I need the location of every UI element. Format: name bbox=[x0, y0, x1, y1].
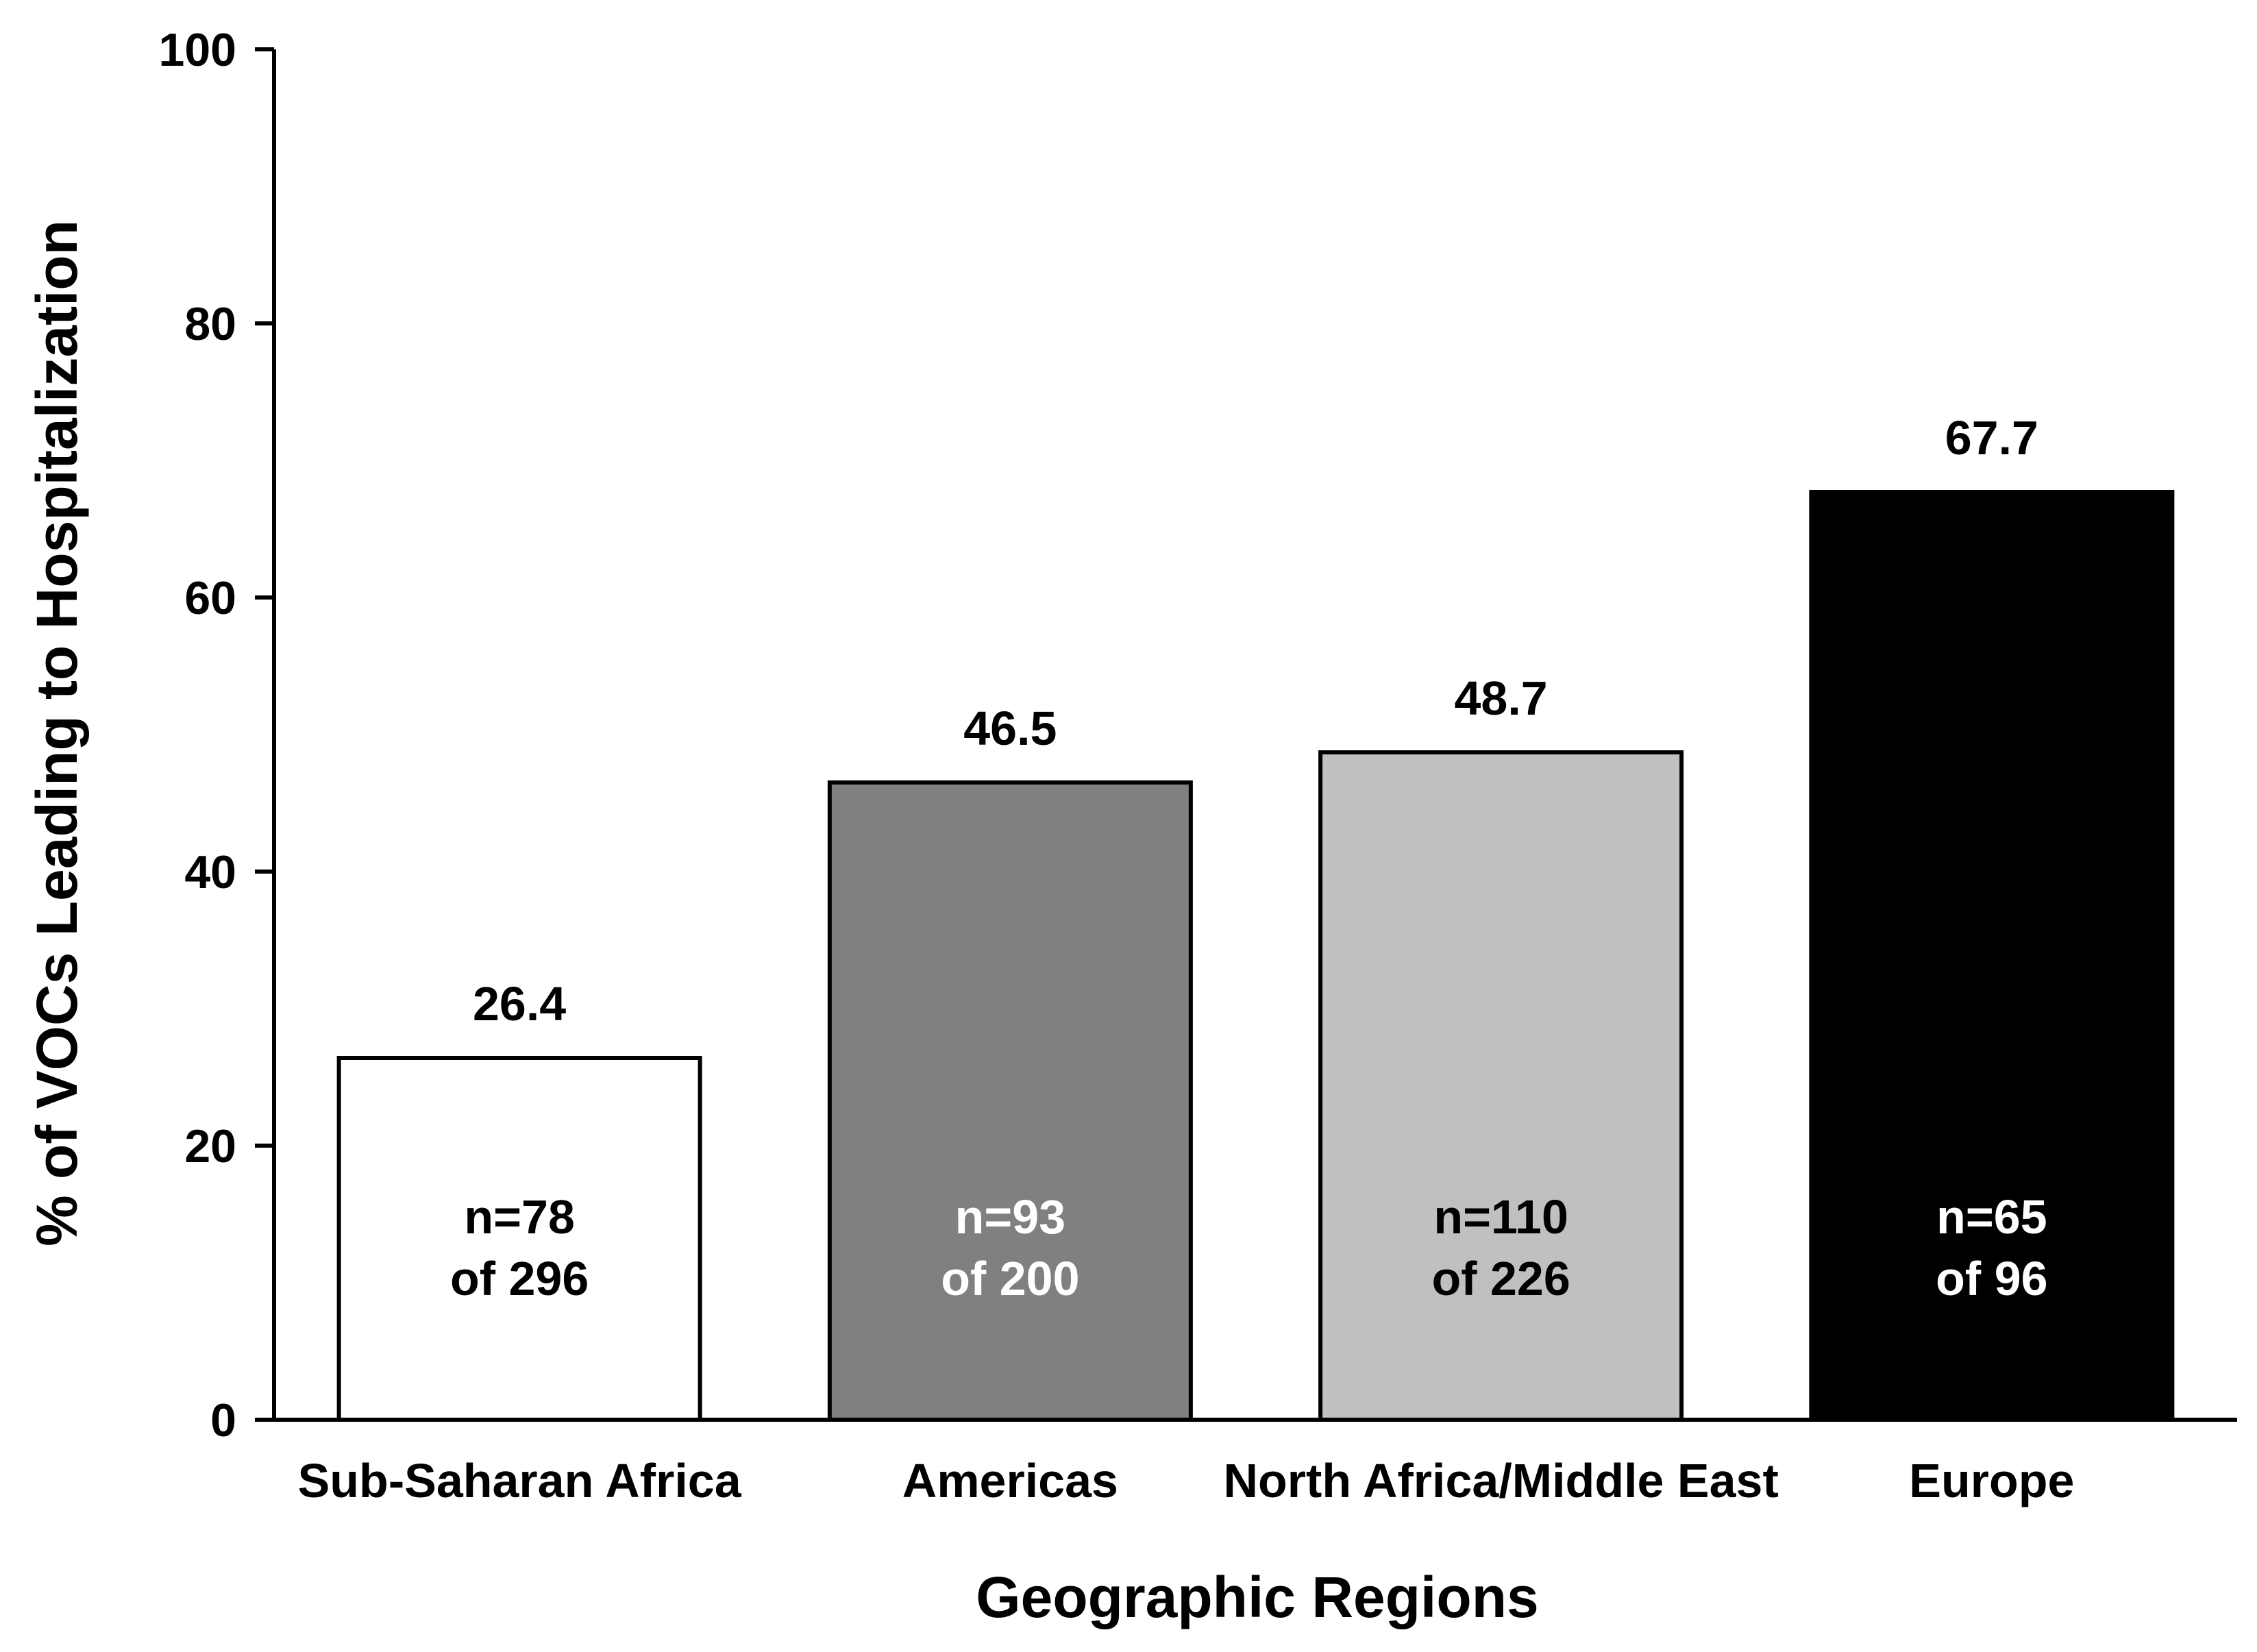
bar-n-label: of 200 bbox=[941, 1252, 1079, 1305]
y-tick-label: 60 bbox=[184, 572, 236, 624]
bar-n-label: n=93 bbox=[955, 1190, 1066, 1244]
bar-n-label: of 96 bbox=[1936, 1252, 2047, 1305]
bar-value-label: 48.7 bbox=[1455, 671, 1548, 725]
bar bbox=[1809, 490, 2175, 1422]
bars-group: 26.4 n=78 of 296 46.5 n=93 of 200 48.7 n=110 of … bbox=[336, 411, 2175, 1422]
bar-n-label: n=110 bbox=[1433, 1190, 1568, 1244]
bar-n-label: n=78 bbox=[464, 1190, 575, 1244]
bar-n-label: of 296 bbox=[450, 1252, 589, 1305]
x-tick-label: North Africa/Middle East bbox=[1223, 1454, 1778, 1507]
bar bbox=[827, 780, 1193, 1422]
y-tick-label: 0 bbox=[210, 1394, 236, 1446]
bar-n-label: n=65 bbox=[1936, 1190, 2047, 1244]
bar bbox=[1318, 750, 1684, 1422]
y-tick-label: 40 bbox=[184, 846, 236, 898]
x-axis-title: Geographic Regions bbox=[976, 1565, 1538, 1629]
y-tick-label: 100 bbox=[159, 24, 236, 76]
y-tick-label: 20 bbox=[184, 1120, 236, 1172]
bar-value-label: 67.7 bbox=[1945, 411, 2038, 465]
bar-value-label: 46.5 bbox=[963, 702, 1057, 755]
x-tick-label: Sub-Saharan Africa bbox=[298, 1454, 742, 1507]
axes-group: Sub-Saharan Africa Americas North Africa/M… bbox=[159, 24, 2237, 1507]
bar bbox=[336, 1056, 702, 1422]
y-tick-label: 80 bbox=[184, 298, 236, 350]
x-tick-label: Americas bbox=[902, 1454, 1118, 1507]
y-axis-title: % of VOCs Leading to Hospitalization bbox=[25, 220, 89, 1246]
bar-value-label: 26.4 bbox=[473, 977, 566, 1031]
bar-n-label: of 226 bbox=[1431, 1252, 1570, 1305]
x-tick-label: Europe bbox=[1909, 1454, 2074, 1507]
